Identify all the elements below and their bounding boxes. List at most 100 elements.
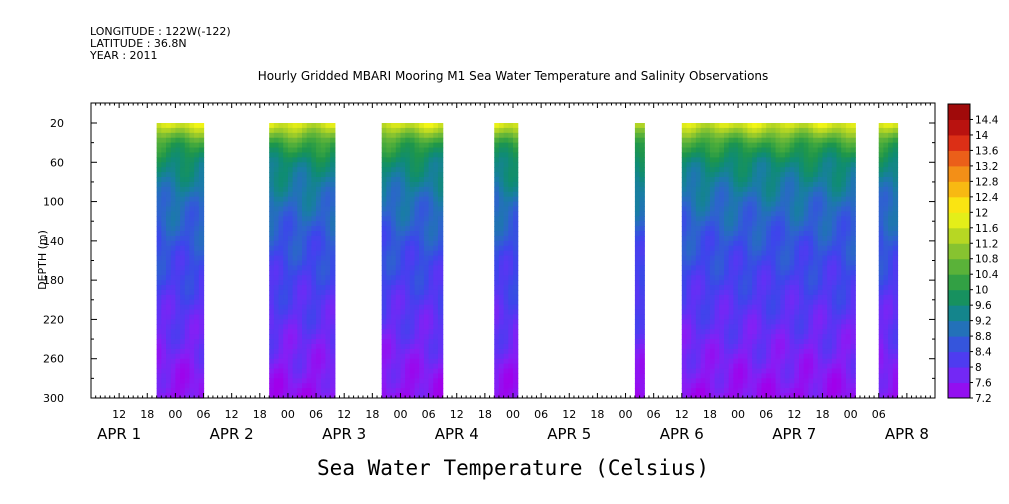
heatmap-cell <box>742 368 749 375</box>
heatmap-cell <box>728 240 734 247</box>
heatmap-cell <box>170 221 176 227</box>
heatmap-cell <box>325 339 331 345</box>
heatmap-cell <box>883 383 889 389</box>
heatmap-cell <box>813 358 819 365</box>
heatmap-cell <box>433 127 439 134</box>
heatmap-cell <box>494 152 500 158</box>
heatmap-cell <box>400 231 406 237</box>
heatmap-cell <box>161 289 167 296</box>
heatmap-cell <box>808 167 814 173</box>
heatmap-cell <box>719 231 725 237</box>
heatmap-cell <box>189 304 195 311</box>
heatmap-cell <box>184 142 191 149</box>
heatmap-cell <box>756 275 763 281</box>
heatmap-cell <box>503 123 509 129</box>
heatmap-cell <box>747 388 753 394</box>
heatmap-cell <box>747 299 753 306</box>
heatmap-cell <box>639 196 645 203</box>
heatmap-cell <box>306 162 312 168</box>
heatmap-cell <box>311 393 317 399</box>
heatmap-cell <box>780 221 786 227</box>
heatmap-cell <box>775 162 781 168</box>
heatmap-cell <box>878 314 885 321</box>
heatmap-cell <box>836 127 842 134</box>
axis-ticks <box>90 103 936 399</box>
heatmap-cell <box>799 206 805 212</box>
heatmap-cell <box>400 132 406 139</box>
heatmap-cell <box>770 206 777 212</box>
heatmap-cell <box>166 294 172 301</box>
heatmap-cell <box>742 265 749 271</box>
heatmap-cell <box>428 353 434 360</box>
heatmap-cell <box>714 132 720 139</box>
heatmap-cell <box>320 181 327 188</box>
heatmap-cell <box>198 201 205 208</box>
heatmap-cell <box>639 255 645 262</box>
heatmap-cell <box>513 216 519 222</box>
heatmap-cell <box>761 388 767 394</box>
heatmap-cell <box>316 132 322 139</box>
heatmap-cell <box>794 343 800 350</box>
heatmap-cell <box>381 309 387 316</box>
heatmap-cell <box>433 167 439 173</box>
heatmap-cell <box>180 196 186 203</box>
heatmap-cell <box>433 358 439 365</box>
heatmap-cell <box>184 324 191 330</box>
heatmap-cell <box>770 309 777 316</box>
heatmap-cell <box>742 172 749 178</box>
heatmap-cell <box>686 250 692 257</box>
heatmap-cell <box>494 235 500 242</box>
heatmap-cell <box>386 196 392 203</box>
heatmap-cell <box>686 383 692 389</box>
heatmap-cell <box>789 334 795 340</box>
heatmap-cell <box>775 221 781 227</box>
heatmap-cell <box>198 353 205 360</box>
heatmap-cell <box>813 343 819 350</box>
heatmap-cell <box>709 250 716 257</box>
heatmap-cell <box>831 393 838 399</box>
heatmap-cell <box>808 245 814 252</box>
heatmap-cell <box>888 280 894 286</box>
heatmap-cell <box>822 147 828 154</box>
heatmap-cell <box>189 240 195 247</box>
heatmap-cell <box>742 373 749 379</box>
heatmap-cell <box>419 132 425 139</box>
heatmap-cell <box>686 329 692 335</box>
heatmap-cell <box>325 147 331 154</box>
heatmap-cell <box>803 186 809 193</box>
heatmap-cell <box>817 289 824 296</box>
heatmap-cell <box>747 343 753 350</box>
heatmap-cell <box>695 309 702 316</box>
heatmap-cell <box>311 280 317 286</box>
heatmap-cell <box>423 324 430 330</box>
heatmap-cell <box>409 211 416 217</box>
heatmap-cell <box>198 167 205 173</box>
heatmap-cell <box>813 137 819 144</box>
heatmap-cell <box>194 378 200 384</box>
heatmap-cell <box>170 211 176 217</box>
heatmap-cell <box>311 363 317 370</box>
heatmap-cell <box>888 289 894 296</box>
heatmap-cell <box>794 363 800 370</box>
heatmap-cell <box>639 167 645 173</box>
heatmap-cell <box>330 260 336 267</box>
heatmap-cell <box>892 123 899 129</box>
heatmap-cell <box>892 137 899 144</box>
heatmap-cell <box>161 142 167 149</box>
heatmap-cell <box>287 343 294 350</box>
heatmap-cell <box>175 147 181 154</box>
heatmap-cell <box>709 280 716 286</box>
heatmap-cell <box>813 157 819 163</box>
heatmap-cell <box>503 314 509 321</box>
heatmap-cell <box>784 162 791 168</box>
heatmap-cell <box>808 270 814 276</box>
heatmap-cell <box>789 201 795 208</box>
heatmap-cell <box>808 216 814 222</box>
heatmap-cell <box>841 235 847 242</box>
heatmap-cell <box>841 177 847 183</box>
heatmap-cell <box>494 255 500 262</box>
heatmap-cell <box>330 314 336 321</box>
heatmap-cell <box>405 167 411 173</box>
heatmap-cell <box>691 289 697 296</box>
heatmap-cell <box>817 299 824 306</box>
